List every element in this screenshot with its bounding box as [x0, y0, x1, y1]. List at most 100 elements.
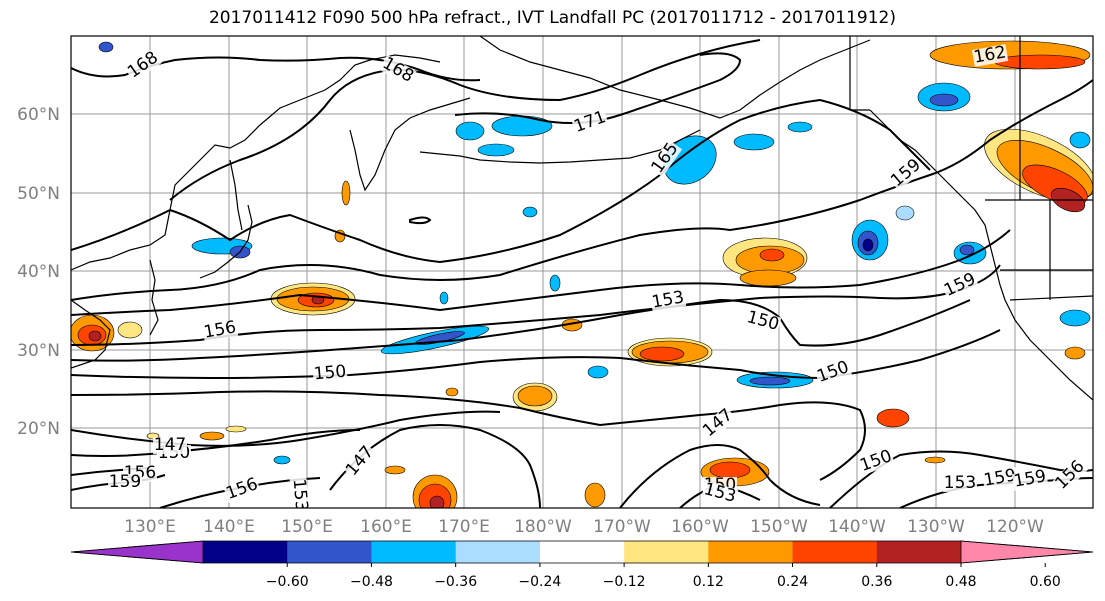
contour-168-mid	[169, 39, 761, 201]
coastline-kamchatka	[349, 97, 471, 192]
lon-label: 160°E	[360, 517, 412, 537]
lon-label: 120°W	[986, 517, 1044, 537]
contour-label-bg	[108, 474, 142, 491]
colorbar-segment	[624, 541, 709, 563]
colorbar-segment	[708, 541, 794, 563]
contour-label-bg	[342, 442, 378, 480]
contour-closed-165	[409, 216, 432, 225]
contour-162	[71, 79, 1093, 301]
lat-label: 50°N	[17, 184, 60, 204]
lat-label: 40°N	[17, 262, 60, 282]
fill-negative-gulf-east-core	[862, 238, 874, 252]
colorbar-tick-labels: −0.60 −0.48 −0.36 −0.24 −0.12 0.12 0.24 0.36 0.4…	[266, 563, 1061, 590]
contour-label-bg	[649, 289, 687, 312]
colorbar-tick-label: 0.60	[1030, 574, 1061, 590]
contour-label-bg	[378, 54, 417, 87]
contour-165	[71, 98, 931, 264]
colorbar-segment	[539, 541, 625, 563]
fill-negative-gulf-west-2	[733, 133, 775, 151]
longitude-labels: 130°E 140°E 150°E 160°E 170°E 180°W 170°W 160°W…	[124, 517, 1044, 537]
latitude-labels: 60°N 50°N 40°N 30°N 20°N	[17, 105, 60, 439]
contour-label: 159	[109, 472, 141, 492]
contour-147-loop	[329, 424, 541, 508]
contour-150-east	[619, 444, 821, 508]
fill-negative-gulf-west-3	[787, 121, 813, 133]
contour-label-bg	[223, 475, 262, 504]
lon-label: 140°W	[828, 517, 886, 537]
coastline-korea	[149, 259, 159, 336]
colorbar-tick-label: −0.48	[350, 574, 393, 590]
fill-positive-central-subtropic-core	[517, 385, 553, 407]
fill-positive-tropics-west-peak	[429, 495, 445, 508]
fill-negative-bering-b	[491, 115, 553, 137]
fill-positive-spot-a	[199, 431, 225, 441]
contour-168-west	[71, 56, 481, 82]
fill-negative-bering-a	[455, 121, 485, 141]
fill-negative-spot-c	[273, 455, 291, 465]
contour-159	[71, 229, 1011, 316]
contour-label: 150	[313, 362, 347, 385]
colorbar-tick-label: 0.24	[777, 574, 808, 590]
contour-171	[454, 52, 742, 125]
fill-negative-gulf-east-2	[895, 205, 915, 221]
colorbar-segment-high-extend	[960, 540, 1094, 564]
coastline-alaska	[479, 36, 871, 119]
colorbar-segment	[876, 541, 962, 563]
contour-label-bg	[648, 139, 683, 178]
contour-label: 153	[944, 473, 976, 493]
fill-negative-oregon-coast-2	[959, 244, 975, 256]
fill-negative-nw-america-b	[1069, 131, 1091, 149]
colorbar-tick-label: −0.36	[434, 574, 477, 590]
lon-label: 130°E	[124, 517, 176, 537]
contour-label-bg	[943, 475, 977, 492]
lat-label: 60°N	[17, 105, 60, 125]
fill-positive-mid-pacific-core	[759, 248, 785, 262]
fill-negative-subtropic-core	[749, 376, 791, 386]
lon-label: 160°W	[671, 517, 729, 537]
contour-label-bg	[1052, 457, 1089, 494]
contour-label: 147	[154, 435, 186, 455]
fill-positive-spot-f	[924, 456, 946, 464]
colorbar-segment-low-extend	[70, 540, 204, 564]
lon-label: 140°E	[203, 517, 255, 537]
fill-positive-spot-i	[445, 387, 459, 397]
colorbar-tick-label: 0.48	[945, 574, 976, 590]
contour-153	[71, 298, 971, 362]
border-us-states-b	[1009, 295, 1093, 301]
contour-label-bg	[1011, 468, 1049, 491]
contour-label-bg	[312, 363, 348, 384]
map-frame	[70, 35, 1094, 509]
fill-positive-spot-b	[225, 425, 247, 433]
colorbar-tick-label: 0.12	[693, 574, 724, 590]
fill-positive-mid-pacific-2	[739, 269, 797, 287]
colorbar-tick-label: 0.36	[861, 574, 892, 590]
colorbar-segment	[203, 541, 288, 563]
contour-label-bg	[981, 467, 1019, 490]
colorbar-tick-label: −0.12	[603, 574, 646, 590]
contour-label-bg	[699, 405, 737, 441]
fill-positive-spot-d	[341, 180, 351, 206]
map-title: 2017011412 F090 500 hPa refract., IVT La…	[208, 8, 896, 28]
contour-label-bg	[941, 270, 980, 301]
fill-negative-spot-d	[98, 41, 114, 53]
colorbar-tick-label: −0.60	[266, 574, 309, 590]
contour-label-bg	[887, 155, 925, 191]
fill-positive-spot-e	[876, 408, 910, 428]
fill-negative-spot-e	[522, 206, 538, 218]
lon-label: 130°W	[907, 517, 965, 537]
contour-147	[71, 390, 866, 481]
contour-150	[71, 329, 1001, 380]
colorbar-segment	[287, 541, 372, 563]
lon-label: 150°E	[281, 517, 333, 537]
colorbar-tick-label: −0.24	[518, 574, 561, 590]
fill-positive-hawaii-north-core	[639, 346, 685, 362]
contour-label-bg	[571, 108, 610, 137]
lon-label: 180°W	[514, 517, 572, 537]
colorbar-outline	[70, 540, 1094, 564]
fill-negative-canada-core	[929, 93, 959, 107]
contour-label: 153	[289, 478, 312, 512]
fill-negative-spot-b	[1064, 346, 1086, 360]
fill-positive-spot-g	[584, 482, 606, 508]
colorbar-segment	[455, 541, 541, 563]
